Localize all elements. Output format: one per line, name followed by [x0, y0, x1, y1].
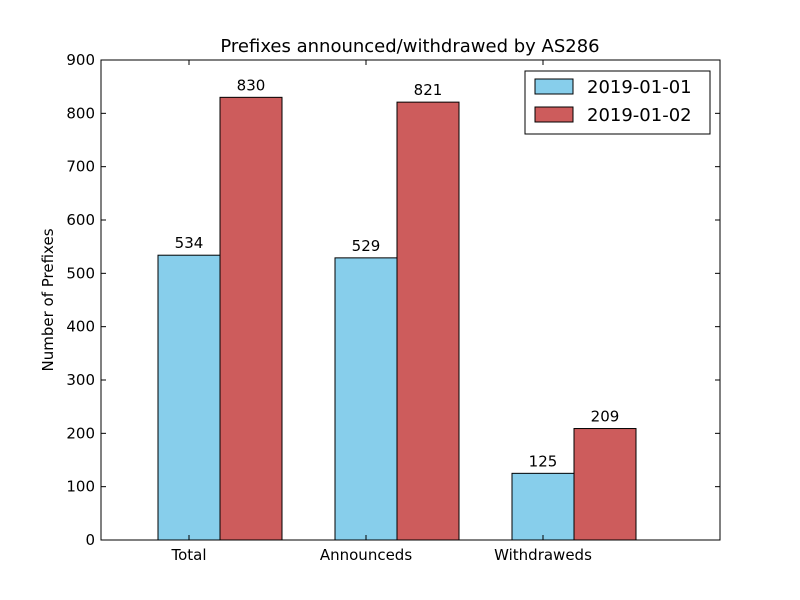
data-label: 209: [591, 408, 620, 426]
y-tick-label: 100: [66, 478, 95, 496]
legend-label: 2019-01-02: [587, 105, 692, 126]
y-tick-label: 0: [85, 531, 95, 549]
data-label: 534: [175, 234, 204, 252]
y-axis-label: Number of Prefixes: [39, 228, 57, 371]
y-tick-label: 900: [66, 51, 95, 69]
bar: [573, 428, 637, 541]
x-tick-label: Total: [170, 546, 206, 564]
data-label: 830: [237, 76, 266, 94]
y-tick-label: 800: [66, 104, 95, 122]
bar: [396, 101, 460, 541]
x-tick-label: Announceds: [320, 546, 412, 564]
bar: [511, 472, 575, 541]
data-label: 529: [352, 237, 381, 255]
bars-layer: 534 830 529 821 125 209: [157, 76, 637, 541]
y-tick-label: 200: [66, 424, 95, 442]
legend-label: 2019-01-01: [587, 77, 692, 98]
bar: [219, 96, 283, 541]
legend: 2019-01-01 2019-01-02: [524, 70, 711, 135]
axes-layer: 0 100 200 300 400 500 600 700 800 900 Total Announc…: [66, 51, 721, 564]
y-tick-label: 500: [66, 264, 95, 282]
legend-swatch: [534, 78, 574, 95]
y-tick-label: 300: [66, 371, 95, 389]
bar: [334, 257, 398, 541]
bar: [157, 254, 221, 541]
y-tick-label: 700: [66, 158, 95, 176]
x-tick-label: Withdraweds: [494, 546, 592, 564]
plot-frame: [100, 59, 721, 541]
y-tick-label: 400: [66, 318, 95, 336]
legend-swatch: [534, 106, 574, 123]
chart-title: Prefixes announced/withdrawed by AS286: [220, 36, 599, 57]
y-tick-label: 600: [66, 211, 95, 229]
data-label: 821: [414, 81, 443, 99]
data-label: 125: [529, 452, 558, 470]
